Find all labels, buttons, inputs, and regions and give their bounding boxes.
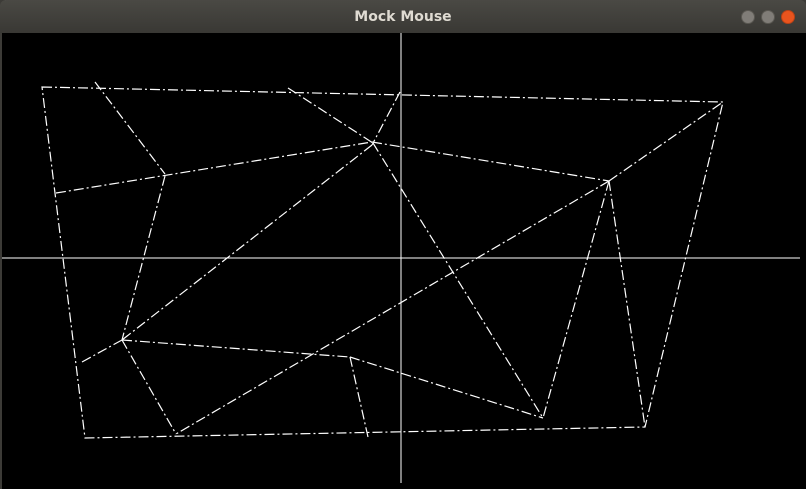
title-bar: Mock Mouse xyxy=(0,0,806,33)
edge xyxy=(371,91,401,146)
edge xyxy=(94,81,166,175)
edge xyxy=(372,142,544,419)
edge xyxy=(349,356,369,438)
edge xyxy=(81,339,123,363)
outer-quad xyxy=(41,86,724,439)
drawing xyxy=(2,33,800,483)
edge xyxy=(542,180,610,419)
maximize-button[interactable] xyxy=(761,10,775,24)
edge xyxy=(608,180,646,428)
edge xyxy=(121,144,373,341)
edge xyxy=(121,339,177,435)
edge xyxy=(371,141,610,182)
canvas xyxy=(2,33,806,489)
edge xyxy=(287,87,374,144)
edge xyxy=(121,339,351,358)
edge xyxy=(608,101,724,182)
minimize-button[interactable] xyxy=(741,10,755,24)
edge xyxy=(175,180,610,435)
window-title: Mock Mouse xyxy=(354,9,452,25)
edge xyxy=(349,356,544,419)
close-button[interactable] xyxy=(781,10,795,24)
edge xyxy=(55,141,373,194)
